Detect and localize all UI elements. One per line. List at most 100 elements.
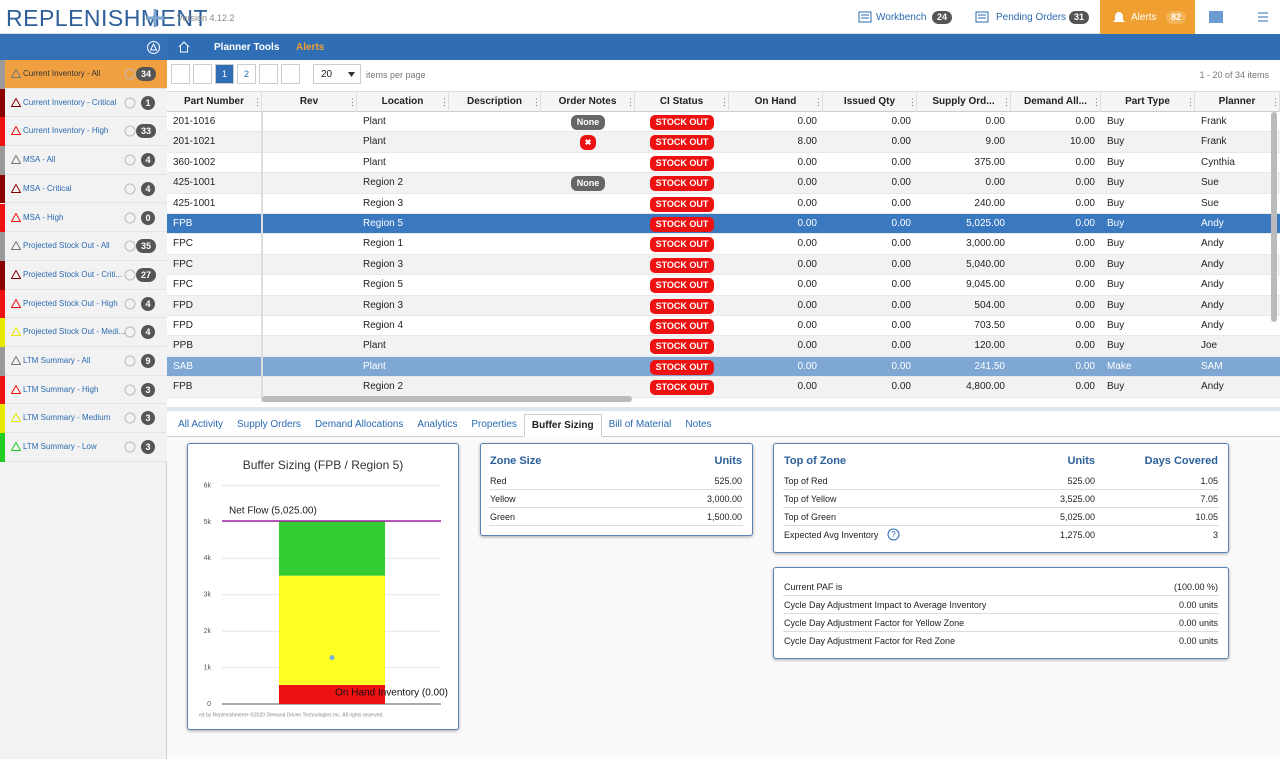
alert-item[interactable]: Projected Stock Out - High 4 — [0, 289, 167, 319]
pager-first[interactable] — [171, 64, 190, 84]
column-header[interactable]: Location — [357, 91, 449, 112]
column-menu: ⋮ — [440, 97, 449, 107]
column-header[interactable]: Order Notes — [541, 91, 635, 112]
table-row[interactable] — [167, 112, 1280, 133]
cell: Region 4 — [363, 320, 404, 331]
column-header[interactable]: On Hand — [729, 91, 823, 112]
table-row[interactable] — [167, 173, 1280, 194]
alert-item[interactable]: LTM Summary - All 9 — [0, 347, 167, 376]
alert-item[interactable]: Current Inventory - Critical 1 — [0, 88, 167, 118]
alert-item[interactable]: LTM Summary - Low 3 — [0, 433, 167, 462]
table-row[interactable] — [167, 336, 1280, 357]
cell: 0.00 — [985, 177, 1005, 189]
alert-count: 34 — [136, 67, 156, 81]
column-header[interactable]: Description — [449, 91, 541, 112]
alert-item[interactable]: MSA - All 4 — [0, 146, 167, 175]
severity-stripe — [0, 375, 5, 405]
cell: 9,045.00 — [966, 279, 1005, 291]
pager-last[interactable] — [281, 64, 300, 84]
tab[interactable]: Buffer Sizing — [523, 414, 602, 437]
tab[interactable]: Notes — [685, 419, 712, 430]
notes-badge[interactable]: None — [571, 115, 605, 130]
table-row[interactable] — [167, 234, 1280, 255]
alert-item[interactable]: LTM Summary - Medium 3 — [0, 404, 167, 434]
cell: 0.00 — [891, 218, 911, 229]
column-header[interactable]: Supply Ord... — [917, 91, 1011, 112]
user-icon — [1209, 11, 1223, 23]
table-row[interactable] — [167, 152, 1280, 174]
row-value: 525.00 — [714, 476, 742, 486]
table-row[interactable] — [167, 377, 1280, 398]
cell: Buy — [1107, 238, 1125, 250]
alert-item[interactable]: Projected Stock Out - All 35 — [0, 232, 167, 261]
alert-item[interactable]: MSA - Critical 4 — [0, 174, 167, 204]
column-header[interactable]: Part Number — [167, 91, 262, 112]
cell: 0.00 — [1075, 258, 1095, 270]
row-label: Cycle Day Adjustment Factor for Red Zone — [784, 636, 956, 646]
row-line — [783, 613, 1219, 614]
cell: Region 5 — [363, 218, 404, 229]
table-row[interactable] — [167, 254, 1280, 276]
table-row[interactable] — [167, 275, 1280, 296]
table-row[interactable] — [167, 316, 1280, 337]
notes-badge[interactable]: ✖ — [580, 135, 596, 151]
breadcrumb[interactable]: Planner Tools — [214, 42, 280, 53]
cell: 425-1001 — [173, 177, 216, 189]
tab[interactable]: Demand Allocations — [314, 419, 404, 430]
table-row[interactable] — [167, 295, 1280, 316]
nav-label[interactable]: Pending Orders — [996, 12, 1067, 23]
alert-count: 9 — [141, 354, 155, 368]
pager-page[interactable]: 1 — [215, 64, 234, 84]
status-badge: STOCK OUT — [650, 278, 714, 294]
cell: Make — [1107, 360, 1132, 372]
cell: 240.00 — [974, 197, 1005, 209]
row-value: 0.00 units — [1178, 600, 1218, 610]
table-row[interactable] — [167, 214, 1280, 235]
cell: Andy — [1201, 238, 1224, 250]
cell: FPB — [173, 218, 193, 229]
alert-item[interactable]: Projected Stock Out - Criti... 27 — [0, 260, 167, 290]
column-header[interactable]: Rev — [262, 91, 357, 112]
cell: 0.00 — [797, 360, 817, 372]
column-header[interactable]: Part Type — [1101, 91, 1195, 112]
alert-label: Projected Stock Out - Medi... — [23, 327, 126, 337]
cell: 10.00 — [1069, 136, 1095, 148]
column-menu: ⋮ — [720, 97, 729, 107]
cell: 8.00 — [797, 136, 817, 148]
per-page-select[interactable]: 20 — [313, 64, 361, 84]
tab[interactable]: All Activity — [178, 419, 224, 430]
cell: Andy — [1201, 299, 1224, 311]
cell: 3,000.00 — [966, 238, 1005, 250]
cell: Buy — [1107, 116, 1125, 127]
tab[interactable]: Supply Orders — [237, 419, 301, 430]
pager-page[interactable]: 2 — [237, 64, 256, 84]
column-menu: ⋮ — [814, 97, 823, 107]
notes-badge[interactable]: None — [571, 176, 605, 192]
nav-label[interactable]: Workbench — [876, 12, 927, 23]
tab[interactable]: Analytics — [417, 419, 458, 430]
table-row[interactable] — [167, 132, 1280, 153]
table-row[interactable] — [167, 356, 1280, 378]
home-icon — [178, 41, 190, 53]
cell: 0.00 — [797, 197, 817, 209]
pager-next[interactable] — [259, 64, 278, 84]
alert-item[interactable]: Current Inventory - All 34 — [0, 60, 167, 89]
alert-item[interactable]: LTM Summary - High 3 — [0, 375, 167, 405]
column-header[interactable]: Planner — [1195, 91, 1280, 112]
row-label: Expected Avg Inventory — [784, 530, 879, 540]
column-header[interactable]: Demand All... — [1011, 91, 1101, 112]
tab[interactable]: Bill of Material — [608, 419, 672, 430]
alert-item[interactable]: Current Inventory - High 33 — [0, 117, 167, 147]
card-col-header: Days Covered — [1144, 455, 1218, 467]
table-row[interactable] — [167, 193, 1280, 214]
status-badge: STOCK OUT — [650, 135, 714, 151]
alert-item[interactable]: MSA - High 0 — [0, 203, 167, 233]
row-label: Red — [490, 476, 507, 486]
pager-prev[interactable] — [193, 64, 212, 84]
cell: Buy — [1107, 279, 1125, 291]
column-header[interactable]: Issued Qty — [823, 91, 917, 112]
tab[interactable]: Properties — [471, 419, 517, 430]
nav-label[interactable]: Alerts — [1131, 12, 1157, 23]
alert-item[interactable]: Projected Stock Out - Medi... 4 — [0, 318, 167, 347]
column-header[interactable]: CI Status — [635, 91, 729, 112]
